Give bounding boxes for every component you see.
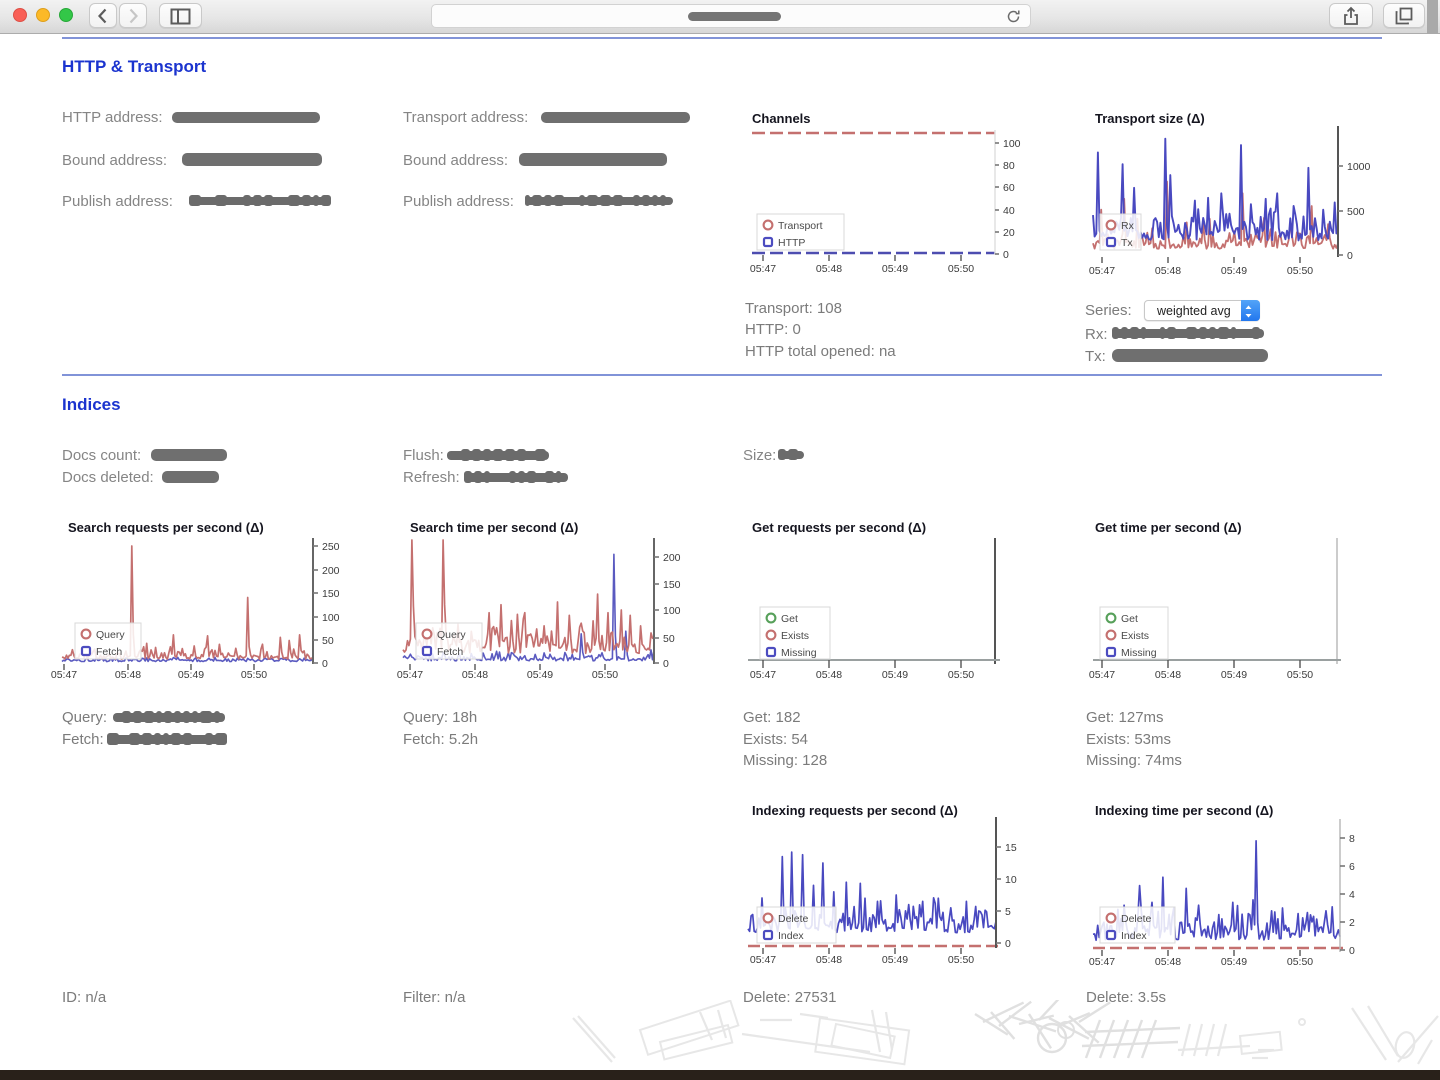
svg-text:05:47: 05:47	[51, 669, 77, 681]
svg-text:05:50: 05:50	[1287, 669, 1313, 681]
svg-text:8: 8	[1349, 833, 1355, 845]
svg-text:Query: Query	[96, 629, 125, 641]
svg-text:0: 0	[1349, 945, 1355, 957]
svg-text:0: 0	[1003, 249, 1009, 261]
svg-text:Exists: Exists	[1121, 630, 1149, 642]
svg-text:05:50: 05:50	[948, 954, 974, 966]
svg-text:05:47: 05:47	[1089, 956, 1115, 968]
svg-text:05:48: 05:48	[1155, 669, 1181, 681]
svg-text:100: 100	[322, 612, 340, 624]
svg-text:5: 5	[1005, 906, 1011, 918]
svg-text:0: 0	[1347, 250, 1353, 262]
svg-text:05:49: 05:49	[527, 669, 553, 681]
svg-text:05:49: 05:49	[1221, 669, 1247, 681]
svg-text:05:48: 05:48	[462, 669, 488, 681]
svg-text:05:47: 05:47	[1089, 265, 1115, 277]
svg-text:05:49: 05:49	[1221, 265, 1247, 277]
svg-text:05:50: 05:50	[1287, 956, 1313, 968]
svg-text:05:48: 05:48	[816, 954, 842, 966]
svg-text:05:47: 05:47	[1089, 669, 1115, 681]
svg-text:05:50: 05:50	[1287, 265, 1313, 277]
svg-text:05:48: 05:48	[1155, 265, 1181, 277]
svg-text:60: 60	[1003, 182, 1015, 194]
svg-text:150: 150	[322, 588, 340, 600]
svg-text:Missing: Missing	[781, 647, 817, 659]
svg-text:500: 500	[1347, 206, 1365, 218]
svg-text:05:48: 05:48	[816, 669, 842, 681]
svg-text:Tx: Tx	[1121, 237, 1133, 249]
svg-text:0: 0	[1005, 938, 1011, 950]
svg-text:HTTP: HTTP	[778, 237, 805, 249]
svg-text:Index: Index	[778, 930, 804, 942]
svg-text:Delete: Delete	[778, 913, 809, 925]
svg-text:1000: 1000	[1347, 161, 1371, 173]
svg-text:05:47: 05:47	[750, 954, 776, 966]
svg-text:200: 200	[663, 552, 681, 564]
svg-text:Fetch: Fetch	[96, 646, 122, 658]
svg-text:15: 15	[1005, 842, 1017, 854]
svg-text:05:47: 05:47	[750, 263, 776, 275]
svg-text:05:50: 05:50	[241, 669, 267, 681]
svg-text:10: 10	[1005, 874, 1017, 886]
svg-text:05:48: 05:48	[115, 669, 141, 681]
svg-text:05:48: 05:48	[1155, 956, 1181, 968]
svg-text:05:47: 05:47	[750, 669, 776, 681]
svg-text:150: 150	[663, 579, 681, 591]
svg-text:80: 80	[1003, 160, 1015, 172]
svg-text:05:49: 05:49	[882, 954, 908, 966]
svg-text:20: 20	[1003, 227, 1015, 239]
svg-text:100: 100	[663, 605, 681, 617]
svg-text:Get: Get	[1121, 613, 1138, 625]
svg-text:50: 50	[322, 635, 334, 647]
svg-text:Exists: Exists	[781, 630, 809, 642]
svg-text:0: 0	[322, 658, 328, 670]
svg-text:100: 100	[1003, 138, 1021, 150]
svg-text:Missing: Missing	[1121, 647, 1157, 659]
svg-text:Delete: Delete	[1121, 913, 1152, 925]
svg-text:6: 6	[1349, 861, 1355, 873]
svg-text:05:49: 05:49	[178, 669, 204, 681]
svg-text:200: 200	[322, 565, 340, 577]
svg-text:05:49: 05:49	[882, 263, 908, 275]
svg-text:4: 4	[1349, 889, 1355, 901]
svg-text:Query: Query	[437, 629, 466, 641]
svg-text:05:49: 05:49	[882, 669, 908, 681]
svg-text:Fetch: Fetch	[437, 646, 463, 658]
svg-text:Get: Get	[781, 613, 798, 625]
svg-text:Transport: Transport	[778, 220, 823, 232]
svg-text:05:50: 05:50	[592, 669, 618, 681]
svg-text:Index: Index	[1121, 930, 1147, 942]
svg-text:50: 50	[663, 633, 675, 645]
svg-text:05:49: 05:49	[1221, 956, 1247, 968]
svg-text:250: 250	[322, 541, 340, 553]
svg-text:Rx: Rx	[1121, 220, 1135, 232]
svg-text:05:48: 05:48	[816, 263, 842, 275]
svg-text:0: 0	[663, 658, 669, 670]
svg-text:05:47: 05:47	[397, 669, 423, 681]
svg-text:05:50: 05:50	[948, 263, 974, 275]
svg-text:40: 40	[1003, 205, 1015, 217]
svg-text:2: 2	[1349, 917, 1355, 929]
svg-text:05:50: 05:50	[948, 669, 974, 681]
